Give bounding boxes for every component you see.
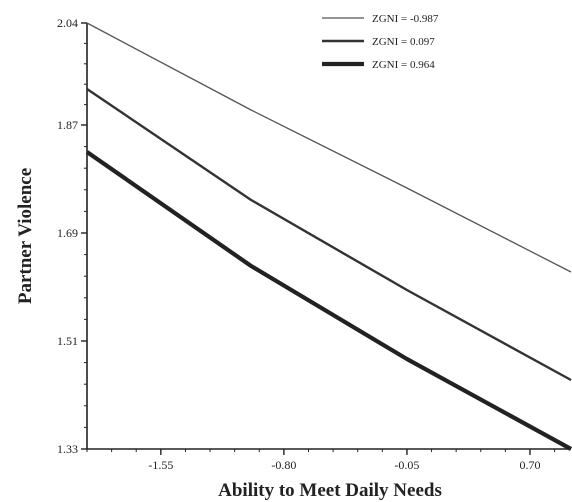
- y-tick-label: 1.69: [57, 226, 78, 240]
- series-line-1: [86, 22, 572, 273]
- x-axis-title: Ability to Meet Daily Needs: [218, 480, 442, 501]
- axes: [86, 23, 571, 450]
- y-tick-label: 2.04: [57, 16, 78, 30]
- legend-label-1: ZGNI = -0.987: [372, 13, 439, 25]
- y-axis-title: Partner Violence: [15, 168, 36, 304]
- y-tick-label: 1.87: [57, 118, 78, 132]
- series-line-2: [86, 88, 572, 382]
- series-line-3: [85, 150, 572, 451]
- legend-label-3: ZGNI = 0.964: [372, 59, 435, 71]
- y-tick-label: 1.33: [57, 442, 78, 456]
- x-tick-label: -0.05: [394, 458, 419, 472]
- legend: ZGNI = -0.987 ZGNI = 0.097 ZGNI = 0.964: [322, 13, 439, 71]
- x-tick-label: 0.70: [519, 458, 540, 472]
- y-ticks: 2.04 1.87 1.69 1.51 1.33: [57, 16, 87, 456]
- x-tick-label: -1.55: [148, 458, 173, 472]
- x-tick-label: -0.80: [271, 458, 296, 472]
- y-tick-label: 1.51: [57, 334, 78, 348]
- series-lines: [85, 22, 572, 451]
- x-ticks: -1.55 -0.80 -0.05 0.70: [86, 449, 556, 472]
- legend-label-2: ZGNI = 0.097: [372, 36, 435, 48]
